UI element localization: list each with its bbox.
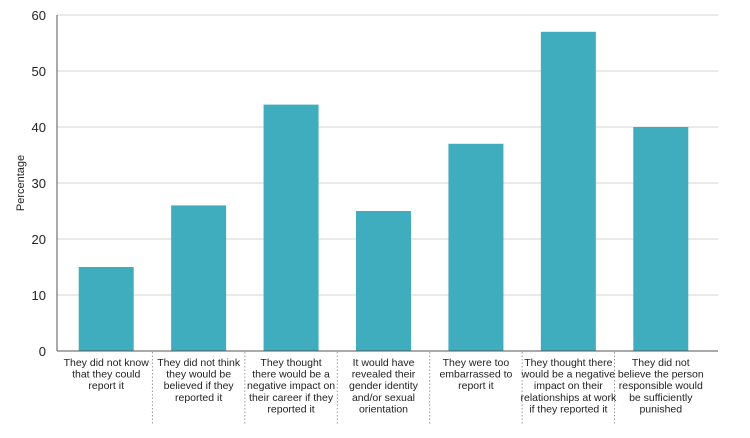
x-category-label-line: would be a negative [521, 369, 616, 381]
y-tick-labels: 0 10 20 30 40 50 60 [32, 8, 46, 359]
gridlines [57, 14, 718, 296]
bars [78, 31, 689, 352]
x-category-label-line: if they reported it [529, 403, 607, 415]
x-category-label: They did not believe the person responsibl… [618, 357, 704, 415]
x-category-label-line: gender identity [349, 380, 419, 392]
x-category-label: They did not know that they could report i… [64, 357, 150, 392]
x-category-label-line: be sufficiently [629, 392, 693, 404]
y-tick-label: 10 [32, 288, 46, 303]
x-category-label-line: They thought there [524, 357, 612, 369]
y-axis-label: Percentage [15, 155, 27, 211]
y-tick-label: 40 [32, 120, 46, 135]
bar [633, 127, 689, 351]
x-category-label-line: that they could [72, 369, 140, 381]
bar [540, 31, 596, 352]
bar [448, 143, 504, 351]
x-category-label-line: their career if they [249, 392, 334, 404]
x-category-label-line: believed if they [164, 380, 235, 392]
bar [263, 104, 319, 351]
y-tick-label: 30 [32, 176, 46, 191]
y-tick-label: 60 [32, 8, 46, 23]
x-category-label-line: believe the person [618, 369, 704, 381]
x-category-label-line: They did not think [157, 357, 241, 369]
x-category-label-line: punished [639, 403, 682, 415]
y-tick-label: 20 [32, 232, 46, 247]
x-category-label-line: reported it [267, 403, 314, 415]
x-category-label-line: It would have [353, 357, 415, 369]
x-category-label-line: impact on their [534, 380, 603, 392]
x-category-label-line: They did not know [64, 357, 150, 369]
x-category-label: They did not think they would be believed … [157, 357, 241, 404]
x-category-label-line: They were too [443, 357, 510, 369]
x-category-label-line: orientation [359, 403, 408, 415]
x-category-label-line: revealed their [352, 369, 416, 381]
y-tick-label: 0 [39, 344, 46, 359]
x-category-label-line: and/or sexual [352, 392, 415, 404]
x-category-label: They were too embarrassed to report it [439, 357, 512, 392]
bar [78, 267, 134, 351]
bar [171, 205, 227, 351]
x-category-label-line: They thought [260, 357, 321, 369]
x-category-label-line: responsible would [619, 380, 703, 392]
x-category-label: They thought there would be a negative imp… [520, 357, 616, 415]
x-category-label-line: report it [88, 380, 124, 392]
bar [356, 211, 411, 351]
x-category-label-line: negative impact on [247, 380, 335, 392]
x-category-label: It would have revealed their gender identi… [349, 357, 419, 415]
x-category-labels: They did not know that they could report i… [64, 357, 704, 415]
axes [56, 15, 718, 424]
x-category-label-line: they would be [166, 369, 231, 381]
x-category-label-line: relationships at work [520, 392, 616, 404]
x-category-label: They thought there would be a negative imp… [247, 357, 335, 415]
y-tick-label: 50 [32, 64, 46, 79]
x-category-label-line: They did not [632, 357, 690, 369]
x-category-label-line: report it [458, 380, 494, 392]
x-category-label-line: embarrassed to [439, 369, 512, 381]
x-category-label-line: reported it [175, 392, 222, 404]
x-category-label-line: there would be a [252, 369, 330, 381]
